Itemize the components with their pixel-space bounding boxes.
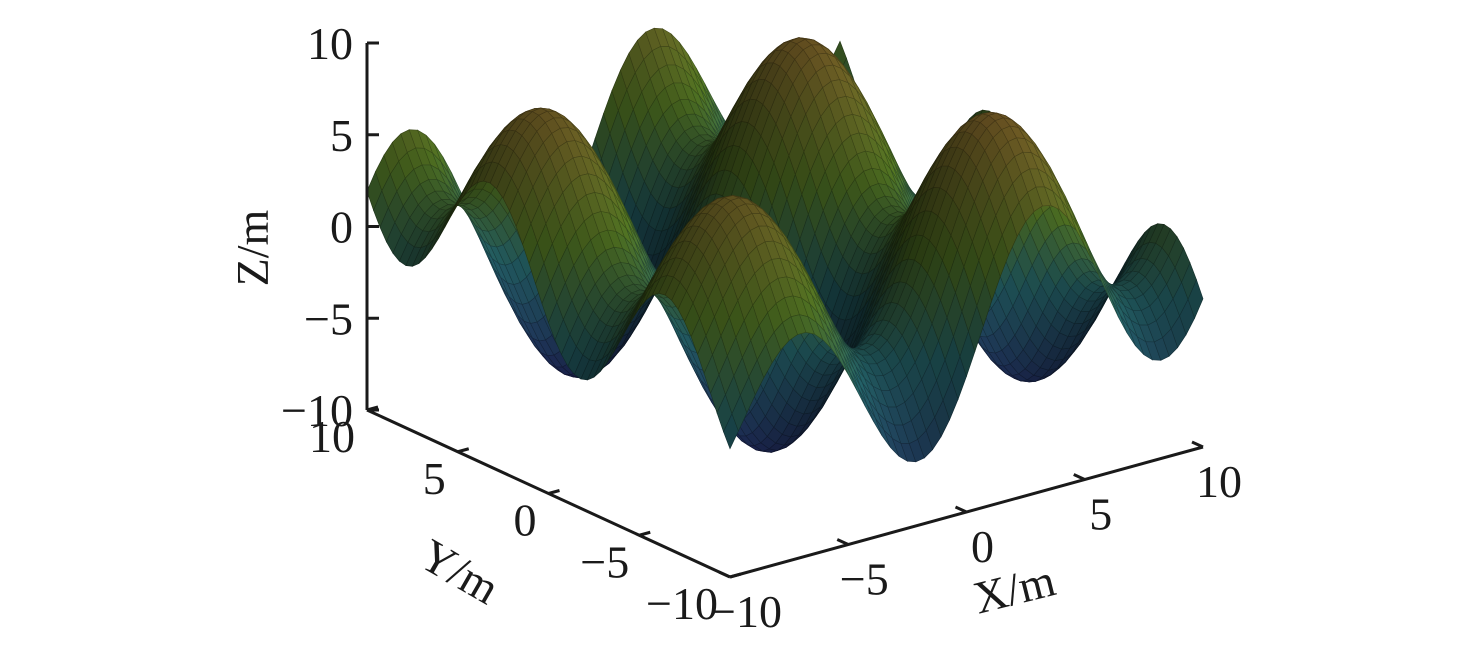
y-axis-label: Y/m xyxy=(412,529,509,614)
x-tick-label: 5 xyxy=(1089,489,1112,540)
x-tick xyxy=(836,538,849,546)
x-tick-label: 0 xyxy=(971,521,994,572)
tick-marks xyxy=(366,41,1204,579)
z-axis-label: Z/m xyxy=(227,209,278,286)
x-tick xyxy=(1191,440,1204,449)
y-tick xyxy=(638,530,651,537)
y-tick xyxy=(729,572,742,579)
y-tick-label: −5 xyxy=(580,536,629,587)
y-tick-label: 10 xyxy=(309,411,355,462)
x-tick xyxy=(954,505,968,514)
x-tick-label: −10 xyxy=(710,586,782,637)
x-tick-label: 10 xyxy=(1196,456,1242,507)
y-tick xyxy=(457,447,470,454)
z-tick-label: −10 xyxy=(281,385,353,436)
surface-patch xyxy=(1187,278,1204,320)
y-tick xyxy=(548,489,560,495)
z-tick-label: 0 xyxy=(330,202,353,253)
z-tick-label: −5 xyxy=(304,293,353,344)
y-tick-label: 0 xyxy=(514,495,537,546)
x-tick xyxy=(718,570,731,579)
z-tick-label: 5 xyxy=(330,110,353,161)
y-tick-label: −10 xyxy=(646,578,718,629)
x-tick-label: −5 xyxy=(840,554,889,605)
z-tick-label: 10 xyxy=(307,18,353,69)
x-tick xyxy=(1073,473,1086,481)
surface-mesh xyxy=(366,27,1204,463)
y-tick xyxy=(366,405,379,412)
y-tick-label: 5 xyxy=(423,453,446,504)
